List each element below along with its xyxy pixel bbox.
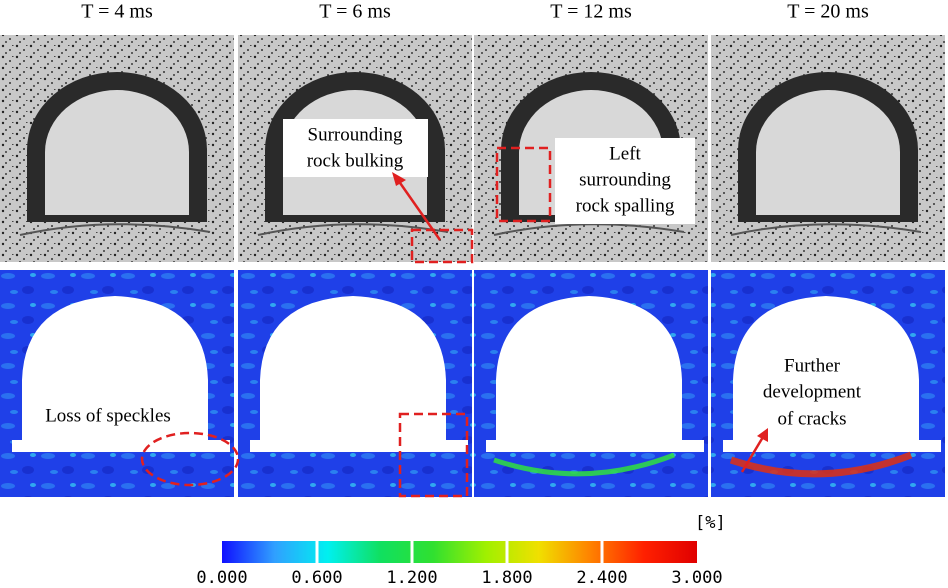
annotation: rock bulking — [307, 150, 404, 171]
highlight-ellipse — [140, 431, 240, 487]
annotation: development — [763, 381, 862, 402]
arrow-head — [392, 172, 406, 186]
panel-time: T = 6 ms — [319, 1, 391, 23]
panel-time: T = 20 ms — [787, 1, 869, 23]
arrow-head — [757, 428, 768, 442]
arrow — [740, 436, 765, 473]
colorbar-tick-label: 1.200 — [386, 568, 437, 588]
crack-band — [493, 452, 675, 477]
tunnel-face — [45, 90, 189, 215]
highlight-box — [398, 412, 469, 498]
colorbar-scale — [222, 541, 697, 563]
colorbar-tick-label: 1.800 — [481, 568, 532, 588]
colorbar-unit: [%] — [695, 513, 726, 533]
crack-band — [729, 451, 913, 478]
crack — [493, 223, 685, 236]
panel-time: T = 4 ms — [81, 1, 153, 23]
crack — [730, 223, 922, 236]
panels: T = 4 ms T = 6 ms T = 12 ms T = 20 ms — [0, 1, 945, 497]
tunnel-void — [250, 296, 468, 452]
annotation: Left — [609, 143, 641, 164]
annotation: surrounding — [579, 169, 671, 190]
highlight-box — [410, 228, 474, 264]
tunnel-void — [723, 296, 941, 452]
tunnel-void — [486, 296, 704, 452]
colorbar-tick-label: 2.400 — [576, 568, 627, 588]
annotation: Surrounding — [308, 124, 404, 145]
annotation: Further — [784, 355, 841, 376]
annotation: rock spalling — [576, 195, 675, 216]
crack — [19, 223, 211, 236]
tunnel-face — [756, 90, 900, 215]
annotations: Surrounding rock bulking Left surroundin… — [45, 119, 862, 498]
colorbar-tick-label: 3.000 — [671, 568, 722, 588]
colorbar: [%] 0.000 0.600 1.200 1.800 2.400 3.000 — [196, 513, 725, 588]
colorbar-tick-label: 0.000 — [196, 568, 247, 588]
label-box — [555, 138, 695, 224]
colorbar-tick-label: 0.600 — [291, 568, 342, 588]
tunnel-void — [12, 296, 230, 452]
crack — [257, 223, 449, 236]
highlight-box — [495, 146, 552, 223]
annotation: of cracks — [777, 408, 846, 429]
annotation: Loss of speckles — [45, 405, 171, 426]
panel-time: T = 12 ms — [550, 1, 632, 23]
label-box — [283, 119, 428, 177]
